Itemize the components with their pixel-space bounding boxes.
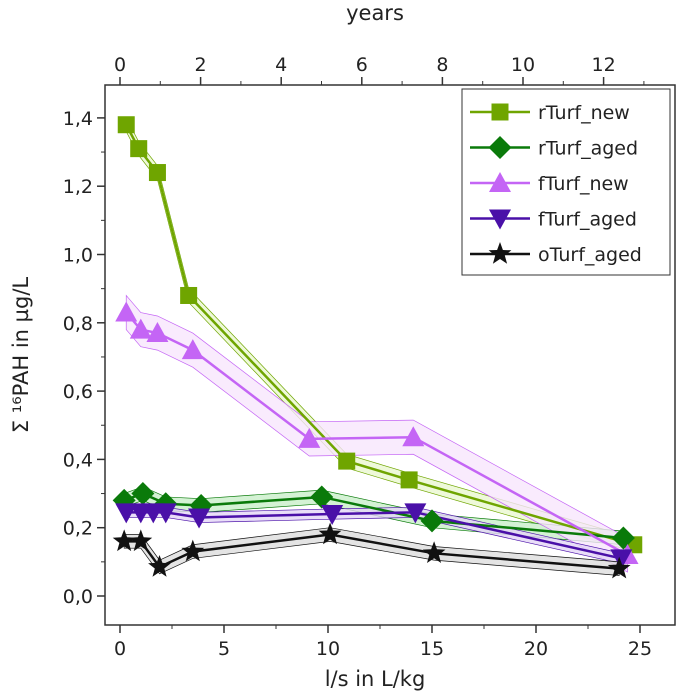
axes: 0 5 10 15 20 25 0,0 0,2 0,4 0,6 0,8 1,0 1,2 1,4 0 2 4 6 8 1…: [63, 54, 652, 660]
x-tick-label: 15: [420, 638, 444, 660]
diamond-marker: [420, 509, 444, 533]
legend-label: fTurf_aged: [538, 209, 637, 231]
triangle-down-marker: [489, 209, 511, 230]
triangle-up-marker: [129, 318, 152, 339]
y-tick-label: 0,6: [63, 381, 93, 403]
markers: [112, 116, 643, 579]
x-tick-label: 0: [114, 638, 126, 660]
triangle-up-marker: [402, 426, 425, 447]
triangle-down-marker: [321, 505, 344, 526]
square-marker: [338, 452, 356, 470]
y-tick-label: 1,4: [63, 108, 93, 130]
diamond-marker: [488, 136, 512, 159]
top-tick-label: 6: [356, 54, 368, 76]
error-band: [123, 527, 620, 576]
y-tick-label: 0,2: [63, 518, 93, 540]
x-tick-label: 5: [218, 638, 230, 660]
triangle-up-marker: [489, 172, 511, 192]
star-marker: [607, 556, 631, 579]
x-tick-label: 20: [524, 638, 548, 660]
top-tick-label: 12: [592, 54, 616, 76]
triangle-up-marker: [298, 427, 321, 448]
triangle-up-marker: [181, 339, 204, 360]
y-tick-label: 0,0: [63, 586, 93, 608]
top-tick-label: 2: [195, 54, 207, 76]
top-tick-label: 8: [436, 54, 448, 76]
triangle-up-marker: [146, 322, 169, 343]
square-marker: [117, 116, 135, 134]
triangle-down-marker: [188, 508, 211, 529]
square-marker: [400, 471, 418, 489]
star-marker: [488, 242, 512, 264]
top-tick-label: 10: [511, 54, 535, 76]
star-marker: [318, 522, 342, 545]
square-marker: [491, 103, 509, 121]
x-tick-label: 25: [628, 638, 652, 660]
legend: rTurf_new rTurf_aged fTurf_new fTurf_aged oT…: [461, 88, 671, 276]
x-tick-label: 10: [316, 638, 340, 660]
plot-frame: [104, 84, 676, 626]
diamond-marker: [611, 526, 635, 550]
error-band: [125, 294, 628, 573]
legend-label: oTurf_aged: [538, 244, 642, 266]
y-tick-label: 1,0: [63, 245, 93, 267]
square-marker: [180, 286, 198, 304]
square-marker: [148, 164, 166, 182]
y-tick-label: 0,8: [63, 313, 93, 335]
legend-label: rTurf_new: [538, 102, 630, 124]
triangle-down-marker: [115, 503, 138, 524]
top-tick-label: 4: [275, 54, 287, 76]
legend-label: fTurf_new: [538, 173, 629, 195]
star-marker: [422, 541, 446, 563]
star-marker: [181, 539, 205, 562]
square-marker: [130, 140, 148, 158]
y-tick-label: 0,4: [63, 449, 93, 471]
y-tick-label: 1,2: [63, 176, 93, 198]
triangle-down-marker: [154, 503, 177, 524]
star-marker: [129, 529, 153, 552]
x-axis-label: l/s in L/kg: [325, 667, 426, 691]
star-marker: [148, 555, 171, 577]
diamond-marker: [310, 485, 334, 509]
triangle-down-marker: [404, 503, 427, 524]
diamond-marker: [131, 482, 155, 506]
triangle-down-marker: [610, 549, 633, 570]
top-tick-label: 0: [114, 54, 126, 76]
top-axis-label: years: [346, 1, 404, 25]
legend-label: rTurf_aged: [538, 138, 638, 160]
star-marker: [112, 529, 136, 552]
triangle-up-marker: [115, 301, 138, 322]
y-axis-label: Σ ¹⁶PAH in µg/L: [9, 277, 33, 434]
